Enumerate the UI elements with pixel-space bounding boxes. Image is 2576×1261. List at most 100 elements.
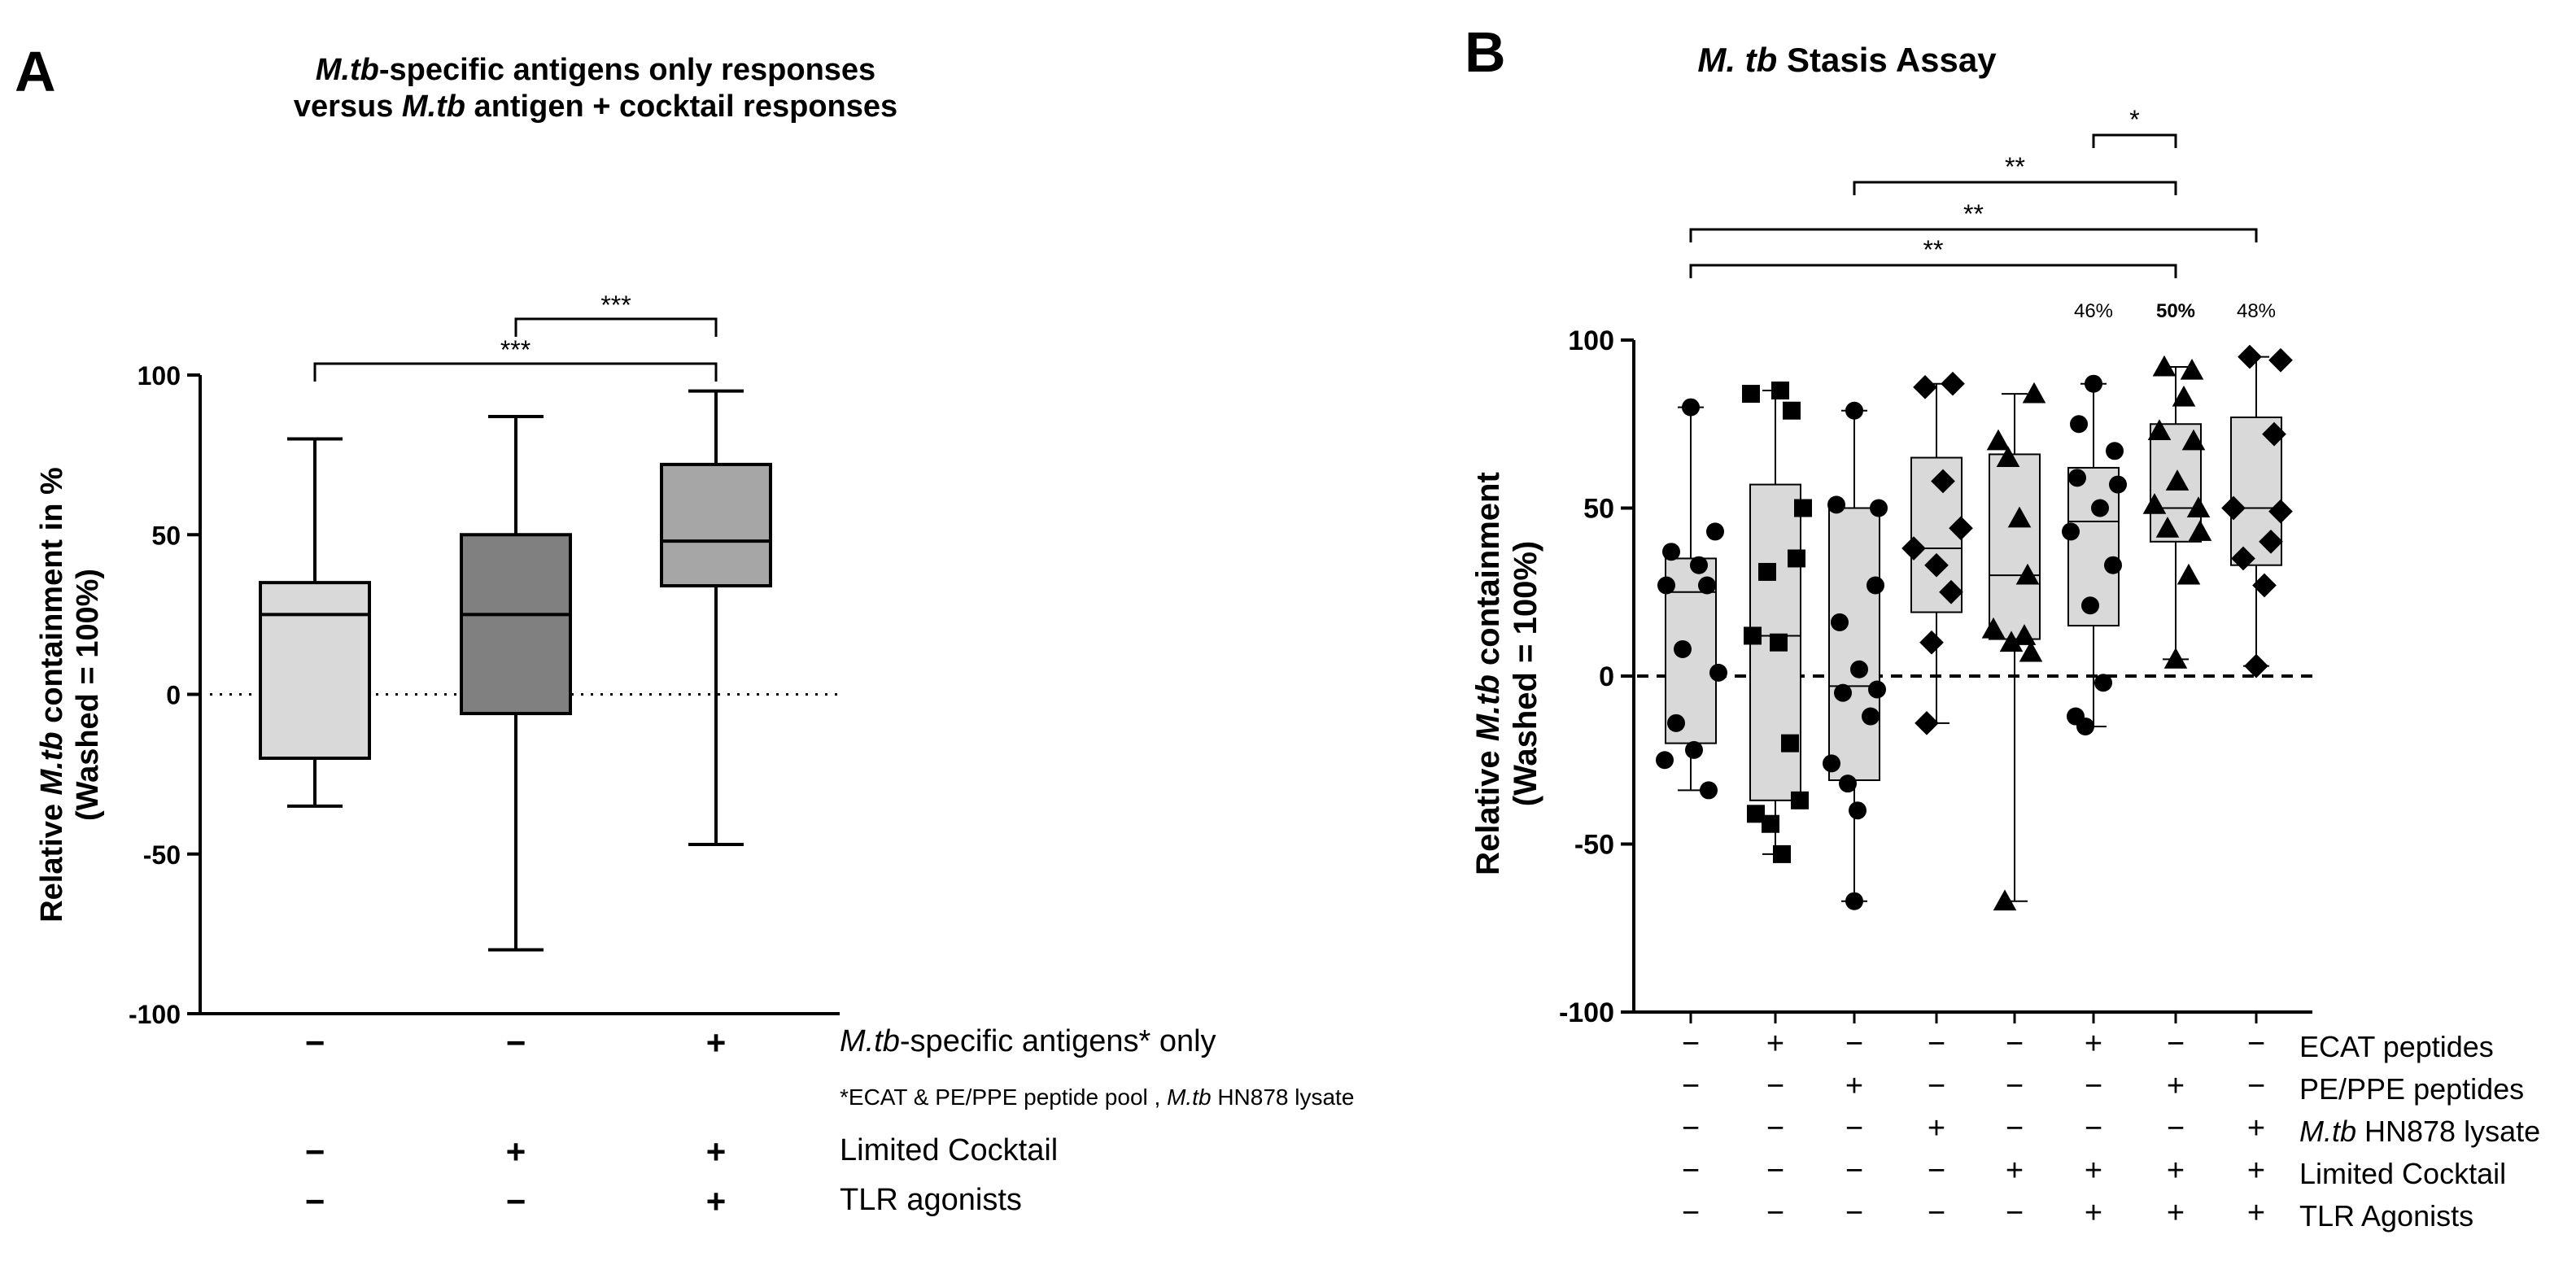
data-point (2062, 522, 2080, 541)
panel-label-a: A (15, 40, 56, 103)
box-3 (1828, 507, 1880, 782)
data-point (2163, 648, 2188, 669)
condition-row-label-run: M.tb (2299, 1115, 2356, 1148)
y-tick-label: 50 (151, 521, 181, 550)
chart-title-line1: M.tb-specific antigens only responses (316, 53, 875, 87)
data-point (1770, 633, 1788, 652)
data-point (1831, 613, 1849, 631)
condition-sign: + (2085, 1196, 2102, 1230)
condition-sign: + (2167, 1196, 2185, 1230)
condition-sign: − (305, 1182, 325, 1220)
condition-row-label: TLR Agonists (2299, 1199, 2473, 1233)
data-point (1845, 892, 1863, 910)
data-point (1996, 446, 2020, 467)
panel-a: M.tb-specific antigens only responsesver… (35, 53, 1354, 1220)
chart-title-run: Stasis Assay (1777, 41, 1997, 79)
condition-sign: − (1682, 1027, 1700, 1061)
data-point (2142, 493, 2167, 514)
data-point (2186, 496, 2211, 517)
data-point (2085, 374, 2102, 393)
significance-bracket (2092, 133, 2177, 148)
data-point (1939, 579, 1963, 604)
data-point (2221, 495, 2246, 521)
data-point (2109, 475, 2127, 494)
condition-row-label: Limited Cocktail (2299, 1157, 2506, 1190)
condition-sign: − (1766, 1196, 1784, 1230)
condition-sign: − (1928, 1069, 1945, 1103)
y-tick-label: 100 (138, 361, 181, 391)
data-point (1919, 630, 1944, 655)
data-point (1913, 374, 1937, 399)
condition-sign: − (2006, 1196, 2024, 1230)
condition-sign: − (2247, 1069, 2265, 1103)
condition-sign: + (2006, 1154, 2024, 1188)
data-point (1794, 499, 1812, 517)
data-point (2015, 563, 2040, 585)
data-point (1667, 713, 1685, 732)
condition-sign: − (2167, 1111, 2185, 1145)
data-point (2012, 624, 2037, 645)
data-point (1771, 381, 1789, 399)
condition-sign: + (2247, 1154, 2265, 1188)
data-point (1827, 495, 1845, 514)
significance-bracket (514, 317, 718, 337)
data-point (1850, 660, 1868, 678)
condition-row-label: M.tb-specific antigens* only (840, 1024, 1216, 1058)
data-point (1744, 626, 1762, 645)
box-2 (460, 533, 572, 716)
condition-sign: − (1682, 1154, 1700, 1188)
y-label-line2: (Washed = 100%) (71, 569, 105, 821)
y-label-line1-run: M.tb (1470, 674, 1506, 741)
data-point (2104, 556, 2122, 574)
condition-row-label-run: M.tb (840, 1024, 900, 1058)
data-point (1758, 562, 1776, 581)
data-point (1901, 536, 1926, 561)
data-point (1781, 734, 1799, 753)
data-point (1867, 576, 1884, 595)
condition-sign: + (706, 1182, 727, 1220)
data-point (1862, 707, 1880, 726)
data-point (1868, 680, 1886, 699)
data-point (1788, 549, 1805, 568)
data-point (1690, 556, 1708, 574)
data-point (2268, 347, 2293, 373)
condition-sign: + (2167, 1154, 2185, 1188)
data-point (2188, 520, 2212, 541)
y-tick-label: 100 (1568, 325, 1614, 356)
chart-title-line1-run: M.tb (316, 53, 379, 87)
significance-label: ** (2005, 152, 2025, 181)
data-point (1924, 552, 1949, 578)
data-point (2070, 415, 2088, 434)
data-point (2019, 640, 2043, 662)
condition-row-label-run: HN878 lysate (2356, 1115, 2540, 1148)
y-label-line1: Relative M.tb containment in % (35, 467, 69, 923)
footnote: *ECAT & PE/PPE peptide pool , M.tb HN878… (840, 1084, 1354, 1110)
significance-bracket (1689, 228, 2258, 242)
y-tick-label: 0 (166, 681, 181, 710)
condition-sign: + (2247, 1196, 2265, 1230)
y-tick-label: -50 (1574, 830, 1614, 861)
data-point (1700, 781, 1718, 800)
footnote-run: M.tb (1167, 1084, 1211, 1110)
condition-row-label-run: TLR Agonists (2299, 1199, 2473, 1233)
data-point (1656, 751, 1674, 770)
data-point (1834, 683, 1852, 702)
condition-row-label-run: PE/PPE peptides (2299, 1072, 2524, 1106)
data-point (1791, 791, 1809, 809)
condition-sign: − (1845, 1111, 1863, 1145)
y-label-line1: Relative M.tb containment (1470, 472, 1506, 875)
condition-sign: − (1766, 1154, 1784, 1188)
condition-sign: + (2247, 1111, 2265, 1145)
y-label-line1-run: Relative (35, 795, 69, 922)
data-point (1839, 774, 1857, 793)
condition-row-label: ECAT peptides (2299, 1030, 2494, 1063)
condition-sign: − (1766, 1111, 1784, 1145)
data-point (1698, 576, 1716, 595)
data-point (1773, 844, 1791, 863)
y-tick-label: -100 (1559, 997, 1614, 1028)
chart-title-line1-run: -specific antigens only responses (379, 53, 875, 87)
data-point (2177, 563, 2201, 585)
y-axis-label: Relative M.tb containment (Washed = 100%) (1470, 472, 1543, 875)
condition-sign: − (1928, 1027, 1945, 1061)
